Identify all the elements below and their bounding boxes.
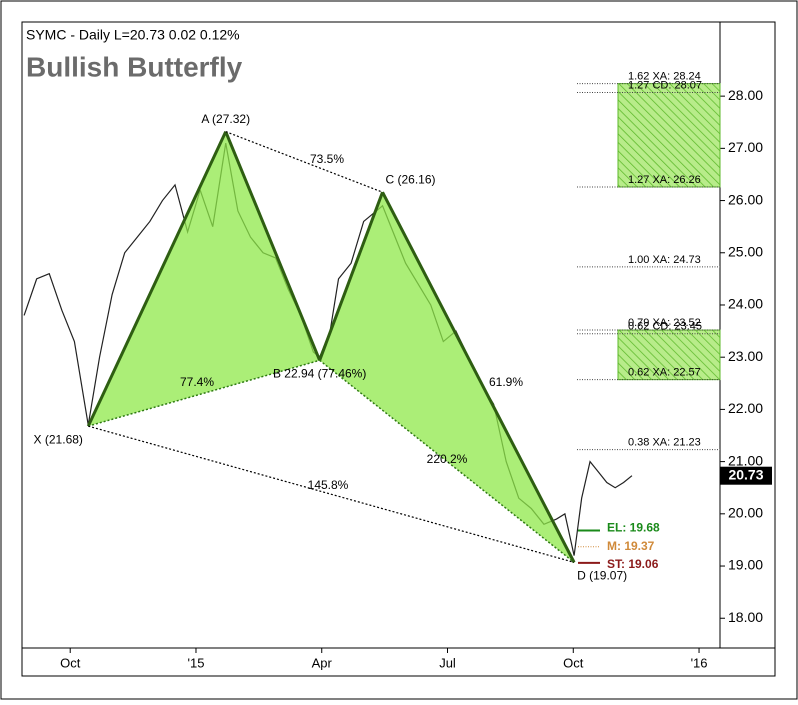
y-axis-strip — [719, 21, 776, 649]
y-tick-label: 28.00 — [728, 87, 763, 103]
x-tick-label: Oct — [563, 655, 584, 670]
x-tick-label: Jul — [439, 655, 456, 670]
y-tick-label: 26.00 — [728, 191, 763, 207]
ratio-label: 220.2% — [427, 452, 468, 466]
trade-label: M: 19.37 — [607, 539, 655, 553]
pattern-fill — [319, 192, 575, 563]
y-tick-label: 23.00 — [728, 348, 763, 364]
level-label: 0.79 XA: 23.52 — [628, 317, 701, 329]
target-zone — [617, 329, 721, 381]
point-label: A (27.32) — [201, 112, 250, 126]
pattern-fill — [88, 131, 320, 427]
x-tick-label: Oct — [60, 655, 81, 670]
chart-title: Bullish Butterfly — [26, 51, 243, 82]
level-label: 1.27 XA: 26.26 — [628, 174, 701, 186]
ratio-label: 73.5% — [310, 152, 344, 166]
leg-ac — [225, 131, 383, 193]
y-tick-label: 18.00 — [728, 609, 763, 625]
x-tick-label: '16 — [691, 655, 708, 670]
x-axis-strip — [21, 647, 776, 677]
level-label: 1.00 XA: 24.73 — [628, 254, 701, 266]
point-label: X (21.68) — [34, 432, 83, 446]
price-line — [23, 143, 633, 556]
trade-label: EL: 19.68 — [607, 521, 660, 535]
ratio-label: 145.8% — [308, 478, 349, 492]
trade-label: ST: 19.06 — [607, 557, 659, 571]
x-tick-label: Apr — [312, 655, 333, 670]
x-tick-label: '15 — [187, 655, 204, 670]
y-tick-label: 25.00 — [728, 243, 763, 259]
target-zone — [617, 83, 721, 188]
level-label: 0.38 XA: 21.23 — [628, 437, 701, 449]
ratio-label: 61.9% — [489, 375, 523, 389]
leg-cd — [381, 191, 576, 564]
point-label: B 22.94 (77.46%) — [273, 366, 366, 380]
point-label: C (26.16) — [386, 172, 436, 186]
ratio-label: 77.4% — [180, 375, 214, 389]
y-tick-label: 22.00 — [728, 400, 763, 416]
level-label: 1.27 CD: 28.07 — [628, 79, 702, 91]
level-label: 0.62 CD: 23.45 — [628, 321, 702, 333]
y-tick-label: 20.00 — [728, 505, 763, 521]
y-tick-label: 27.00 — [728, 139, 763, 155]
y-tick-label: 19.00 — [728, 557, 763, 573]
last-price-label: 20.73 — [728, 466, 763, 482]
leg-xd — [88, 425, 575, 563]
leg-bc — [318, 191, 384, 361]
header: SYMC - Daily L=20.73 0.02 0.12% — [26, 27, 240, 43]
leg-xb — [88, 359, 320, 427]
leg-ab — [224, 131, 322, 361]
y-tick-label: 24.00 — [728, 296, 763, 312]
y-tick-label: 21.00 — [728, 452, 763, 468]
level-label: 1.62 XA: 28.24 — [628, 71, 701, 83]
point-label: D (19.07) — [577, 569, 627, 583]
level-label: 0.62 XA: 22.57 — [628, 367, 701, 379]
last-price-box — [720, 466, 772, 485]
leg-xa — [86, 131, 228, 427]
